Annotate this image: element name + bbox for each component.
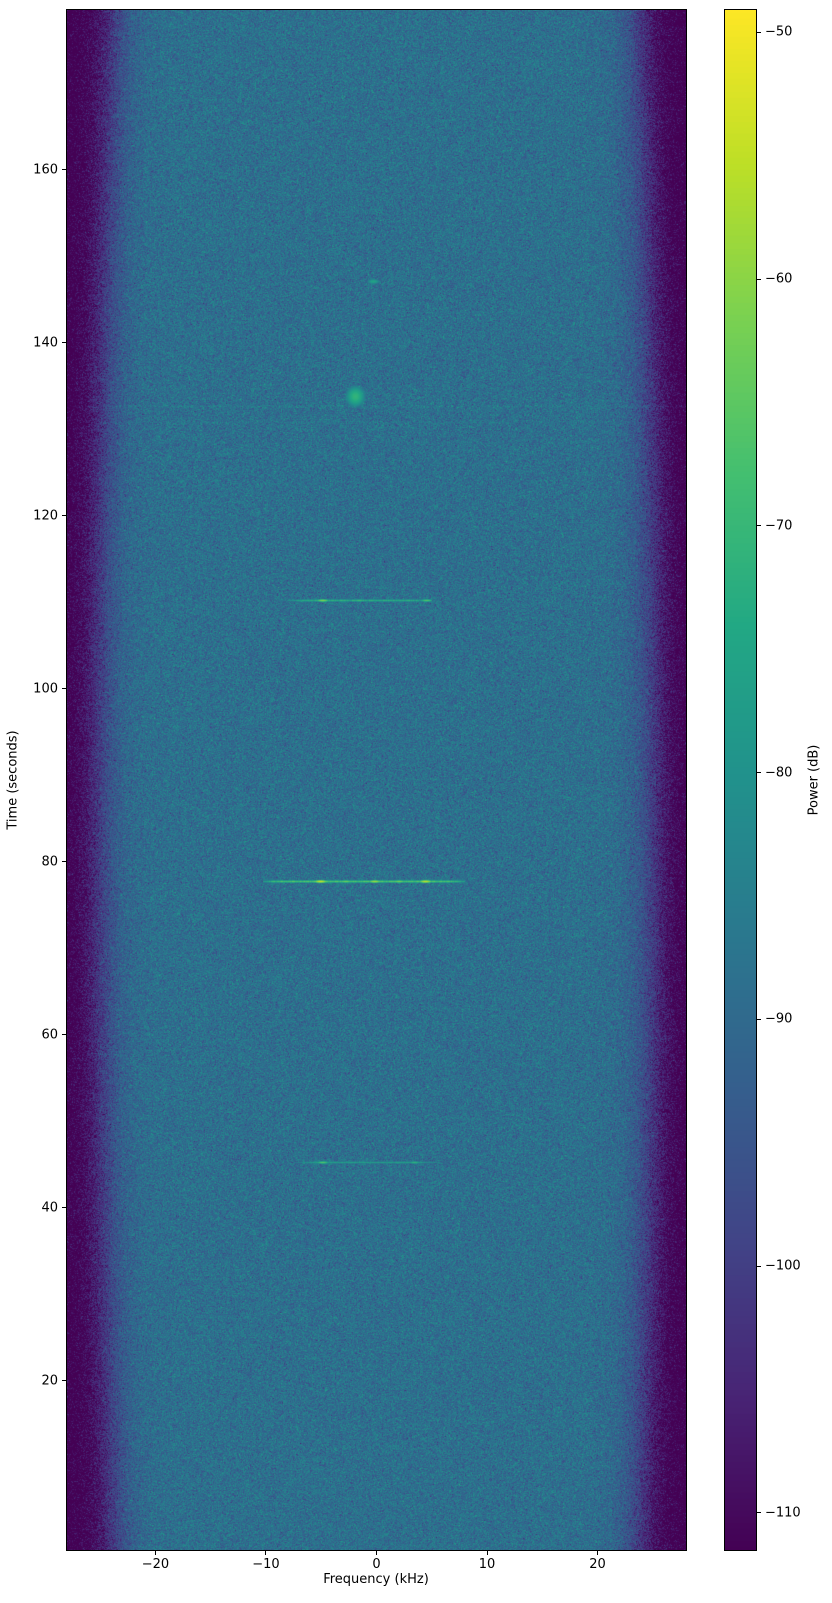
x-tick-label: 0 [372,1557,381,1572]
colorbar-tick-mark [757,278,761,280]
colorbar-tick-mark [757,31,761,33]
x-tick-label: −10 [252,1557,280,1572]
colorbar-tick-label: −110 [765,1505,801,1521]
y-tick-mark [62,515,66,517]
colorbar-gradient [725,10,756,1550]
x-tick-mark [376,1551,377,1555]
colorbar-tick-mark [757,1512,761,1514]
colorbar-tick-label: −70 [765,518,793,534]
x-tick-mark [597,1551,599,1555]
colorbar-tick-label: −60 [765,271,793,287]
y-tick-label: 40 [41,1200,58,1216]
x-tick-mark [154,1551,156,1555]
y-axis-label: Time (seconds) [5,730,21,830]
x-tick-label: −20 [141,1557,170,1572]
colorbar-label: Power (dB) [806,744,822,816]
colorbar-tick-label: −100 [765,1258,801,1274]
y-tick-label: 140 [33,335,58,351]
y-tick-mark [62,342,66,344]
colorbar-tick-mark [757,1265,761,1267]
x-tick-mark [486,1551,488,1555]
y-tick-mark [62,1207,66,1209]
y-tick-label: 60 [41,1027,58,1043]
colorbar-tick-mark [757,772,761,774]
y-tick-label: 120 [33,508,58,524]
x-tick-label: 10 [478,1557,496,1572]
x-tick-label: 20 [589,1557,606,1572]
plot-area [66,9,687,1551]
spectrogram-heatmap [67,10,686,1550]
colorbar [724,9,757,1551]
colorbar-tick-label: −90 [765,1011,793,1027]
colorbar-tick-label: −50 [765,24,793,40]
colorbar-tick-mark [757,1018,761,1020]
y-tick-label: 20 [41,1373,58,1389]
x-axis-label: Frequency (kHz) [323,1572,429,1587]
y-tick-label: 80 [41,854,58,870]
y-tick-mark [62,1380,66,1382]
y-tick-mark [62,861,66,863]
y-tick-label: 160 [33,162,58,178]
x-tick-mark [265,1551,267,1555]
y-tick-label: 100 [33,681,58,697]
colorbar-tick-label: −80 [765,765,793,781]
y-tick-mark [62,1034,66,1036]
y-tick-mark [62,169,66,171]
y-tick-mark [62,688,66,690]
colorbar-tick-mark [757,525,761,527]
